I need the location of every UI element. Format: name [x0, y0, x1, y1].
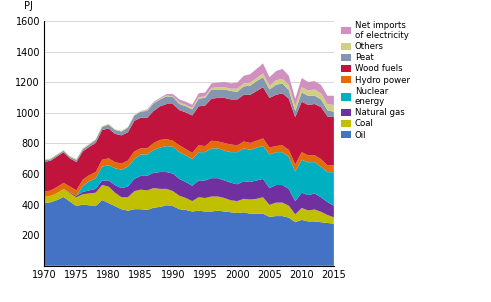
- Legend: Net imports
of electricity, Others, Peat, Wood fuels, Hydro power, Nuclear
energ: Net imports of electricity, Others, Peat…: [341, 21, 410, 140]
- Text: PJ: PJ: [24, 1, 33, 11]
